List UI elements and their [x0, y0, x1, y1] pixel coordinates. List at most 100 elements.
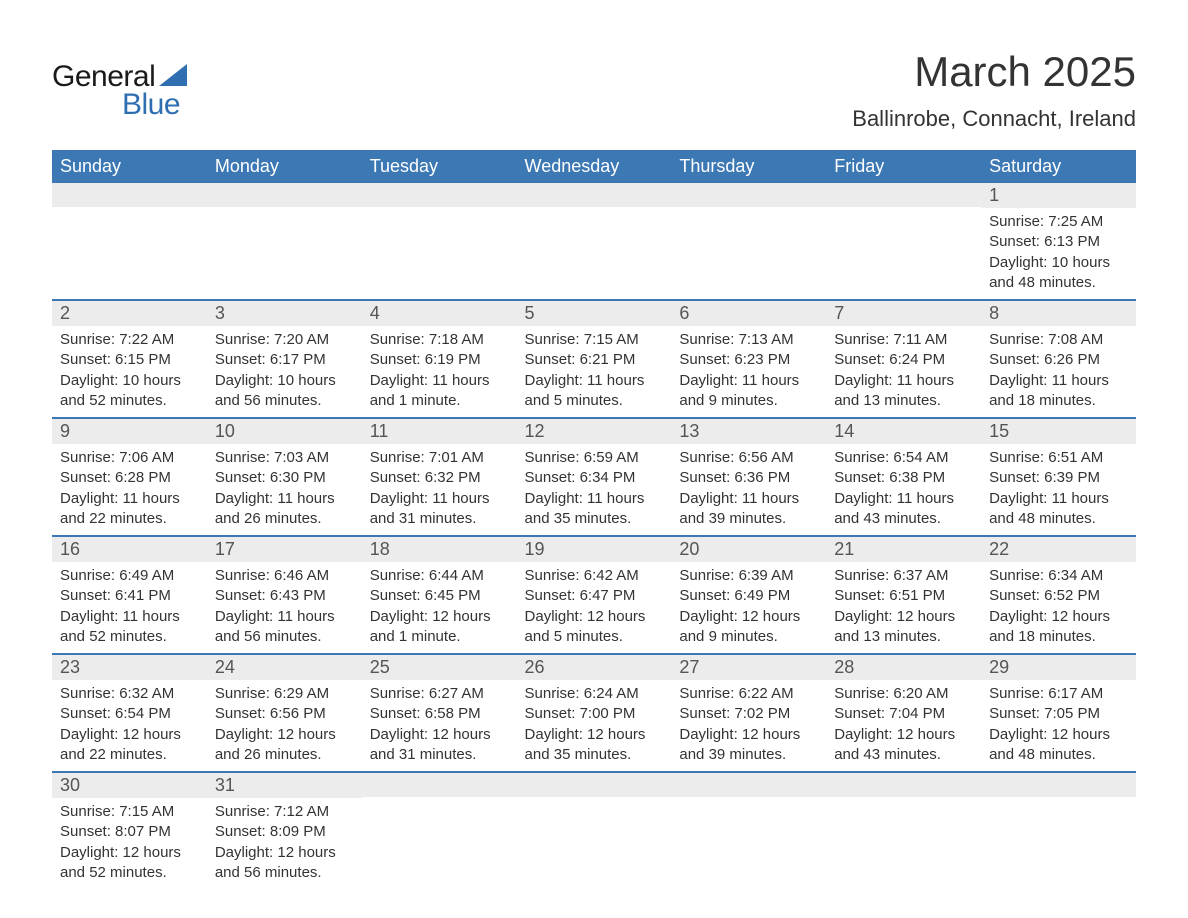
- day-cell-inner: 8Sunrise: 7:08 AMSunset: 6:26 PMDaylight…: [981, 301, 1136, 417]
- day-number: 30: [52, 773, 207, 798]
- day-content: [207, 207, 362, 287]
- calendar-cell: 11Sunrise: 7:01 AMSunset: 6:32 PMDayligh…: [362, 418, 517, 536]
- day-cell-inner: 5Sunrise: 7:15 AMSunset: 6:21 PMDaylight…: [517, 301, 672, 417]
- day-cell-inner: 24Sunrise: 6:29 AMSunset: 6:56 PMDayligh…: [207, 655, 362, 771]
- calendar-cell: 13Sunrise: 6:56 AMSunset: 6:36 PMDayligh…: [671, 418, 826, 536]
- day-content: Sunrise: 7:13 AMSunset: 6:23 PMDaylight:…: [671, 326, 826, 417]
- day-cell-inner: 28Sunrise: 6:20 AMSunset: 7:04 PMDayligh…: [826, 655, 981, 771]
- sunset-text: Sunset: 6:41 PM: [60, 586, 199, 606]
- day-content: Sunrise: 7:06 AMSunset: 6:28 PMDaylight:…: [52, 444, 207, 535]
- day-content: Sunrise: 7:11 AMSunset: 6:24 PMDaylight:…: [826, 326, 981, 417]
- day-cell-inner: [517, 773, 672, 877]
- sunset-text: Sunset: 6:21 PM: [525, 350, 664, 370]
- day-content: Sunrise: 7:25 AMSunset: 6:13 PMDaylight:…: [981, 208, 1136, 299]
- daylight-text: Daylight: 12 hours and 13 minutes.: [834, 607, 973, 648]
- day-content: [517, 797, 672, 877]
- sunrise-text: Sunrise: 7:11 AM: [834, 330, 973, 350]
- day-content: [671, 797, 826, 877]
- day-cell-inner: 18Sunrise: 6:44 AMSunset: 6:45 PMDayligh…: [362, 537, 517, 653]
- calendar-cell: 27Sunrise: 6:22 AMSunset: 7:02 PMDayligh…: [671, 654, 826, 772]
- sunrise-text: Sunrise: 6:37 AM: [834, 566, 973, 586]
- day-cell-inner: 16Sunrise: 6:49 AMSunset: 6:41 PMDayligh…: [52, 537, 207, 653]
- day-cell-inner: 2Sunrise: 7:22 AMSunset: 6:15 PMDaylight…: [52, 301, 207, 417]
- daylight-text: Daylight: 11 hours and 43 minutes.: [834, 489, 973, 530]
- sunrise-text: Sunrise: 6:34 AM: [989, 566, 1128, 586]
- day-header: Saturday: [981, 150, 1136, 183]
- day-number: 15: [981, 419, 1136, 444]
- daylight-text: Daylight: 11 hours and 9 minutes.: [679, 371, 818, 412]
- sunrise-text: Sunrise: 7:13 AM: [679, 330, 818, 350]
- sunset-text: Sunset: 6:30 PM: [215, 468, 354, 488]
- day-content: [981, 797, 1136, 877]
- day-content: Sunrise: 6:42 AMSunset: 6:47 PMDaylight:…: [517, 562, 672, 653]
- calendar-cell: 22Sunrise: 6:34 AMSunset: 6:52 PMDayligh…: [981, 536, 1136, 654]
- calendar-cell: 5Sunrise: 7:15 AMSunset: 6:21 PMDaylight…: [517, 300, 672, 418]
- day-content: Sunrise: 6:22 AMSunset: 7:02 PMDaylight:…: [671, 680, 826, 771]
- sunrise-text: Sunrise: 6:17 AM: [989, 684, 1128, 704]
- day-content: Sunrise: 6:27 AMSunset: 6:58 PMDaylight:…: [362, 680, 517, 771]
- day-content: [52, 207, 207, 287]
- brand-logo: General Blue: [52, 48, 187, 122]
- sunrise-text: Sunrise: 6:44 AM: [370, 566, 509, 586]
- calendar-table: SundayMondayTuesdayWednesdayThursdayFrid…: [52, 150, 1136, 889]
- day-number: 2: [52, 301, 207, 326]
- day-number: 5: [517, 301, 672, 326]
- day-content: Sunrise: 7:18 AMSunset: 6:19 PMDaylight:…: [362, 326, 517, 417]
- calendar-week: 23Sunrise: 6:32 AMSunset: 6:54 PMDayligh…: [52, 654, 1136, 772]
- day-number: [517, 183, 672, 207]
- sunrise-text: Sunrise: 6:51 AM: [989, 448, 1128, 468]
- calendar-cell: 7Sunrise: 7:11 AMSunset: 6:24 PMDaylight…: [826, 300, 981, 418]
- daylight-text: Daylight: 11 hours and 13 minutes.: [834, 371, 973, 412]
- daylight-text: Daylight: 11 hours and 35 minutes.: [525, 489, 664, 530]
- day-number: [362, 183, 517, 207]
- day-number: 26: [517, 655, 672, 680]
- sunset-text: Sunset: 6:26 PM: [989, 350, 1128, 370]
- day-content: Sunrise: 6:44 AMSunset: 6:45 PMDaylight:…: [362, 562, 517, 653]
- calendar-cell: [362, 183, 517, 300]
- day-content: Sunrise: 6:24 AMSunset: 7:00 PMDaylight:…: [517, 680, 672, 771]
- day-cell-inner: 9Sunrise: 7:06 AMSunset: 6:28 PMDaylight…: [52, 419, 207, 535]
- sunrise-text: Sunrise: 7:08 AM: [989, 330, 1128, 350]
- calendar-cell: 8Sunrise: 7:08 AMSunset: 6:26 PMDaylight…: [981, 300, 1136, 418]
- day-number: 31: [207, 773, 362, 798]
- sunset-text: Sunset: 6:19 PM: [370, 350, 509, 370]
- day-number: [517, 773, 672, 797]
- calendar-head: SundayMondayTuesdayWednesdayThursdayFrid…: [52, 150, 1136, 183]
- sunset-text: Sunset: 6:58 PM: [370, 704, 509, 724]
- location-text: Ballinrobe, Connacht, Ireland: [852, 106, 1136, 132]
- header: General Blue March 2025 Ballinrobe, Conn…: [52, 48, 1136, 132]
- calendar-cell: 19Sunrise: 6:42 AMSunset: 6:47 PMDayligh…: [517, 536, 672, 654]
- sunset-text: Sunset: 6:32 PM: [370, 468, 509, 488]
- calendar-cell: [826, 772, 981, 889]
- daylight-text: Daylight: 11 hours and 26 minutes.: [215, 489, 354, 530]
- day-cell-inner: [826, 773, 981, 877]
- day-number: 8: [981, 301, 1136, 326]
- day-header: Thursday: [671, 150, 826, 183]
- sunrise-text: Sunrise: 7:20 AM: [215, 330, 354, 350]
- daylight-text: Daylight: 11 hours and 39 minutes.: [679, 489, 818, 530]
- daylight-text: Daylight: 10 hours and 52 minutes.: [60, 371, 199, 412]
- sunset-text: Sunset: 6:17 PM: [215, 350, 354, 370]
- calendar-cell: 28Sunrise: 6:20 AMSunset: 7:04 PMDayligh…: [826, 654, 981, 772]
- sunrise-text: Sunrise: 6:56 AM: [679, 448, 818, 468]
- daylight-text: Daylight: 12 hours and 39 minutes.: [679, 725, 818, 766]
- day-number: 10: [207, 419, 362, 444]
- brand-word2: Blue: [122, 88, 187, 122]
- sunset-text: Sunset: 6:51 PM: [834, 586, 973, 606]
- day-cell-inner: 23Sunrise: 6:32 AMSunset: 6:54 PMDayligh…: [52, 655, 207, 771]
- daylight-text: Daylight: 10 hours and 48 minutes.: [989, 253, 1128, 294]
- calendar-cell: 30Sunrise: 7:15 AMSunset: 8:07 PMDayligh…: [52, 772, 207, 889]
- sunrise-text: Sunrise: 7:01 AM: [370, 448, 509, 468]
- day-number: [362, 773, 517, 797]
- day-number: 16: [52, 537, 207, 562]
- day-cell-inner: 19Sunrise: 6:42 AMSunset: 6:47 PMDayligh…: [517, 537, 672, 653]
- day-number: [671, 773, 826, 797]
- sunset-text: Sunset: 6:45 PM: [370, 586, 509, 606]
- calendar-cell: 1Sunrise: 7:25 AMSunset: 6:13 PMDaylight…: [981, 183, 1136, 300]
- sunrise-text: Sunrise: 7:12 AM: [215, 802, 354, 822]
- sunrise-text: Sunrise: 7:22 AM: [60, 330, 199, 350]
- day-cell-inner: 30Sunrise: 7:15 AMSunset: 8:07 PMDayligh…: [52, 773, 207, 889]
- calendar-cell: 16Sunrise: 6:49 AMSunset: 6:41 PMDayligh…: [52, 536, 207, 654]
- day-number: 4: [362, 301, 517, 326]
- day-number: 17: [207, 537, 362, 562]
